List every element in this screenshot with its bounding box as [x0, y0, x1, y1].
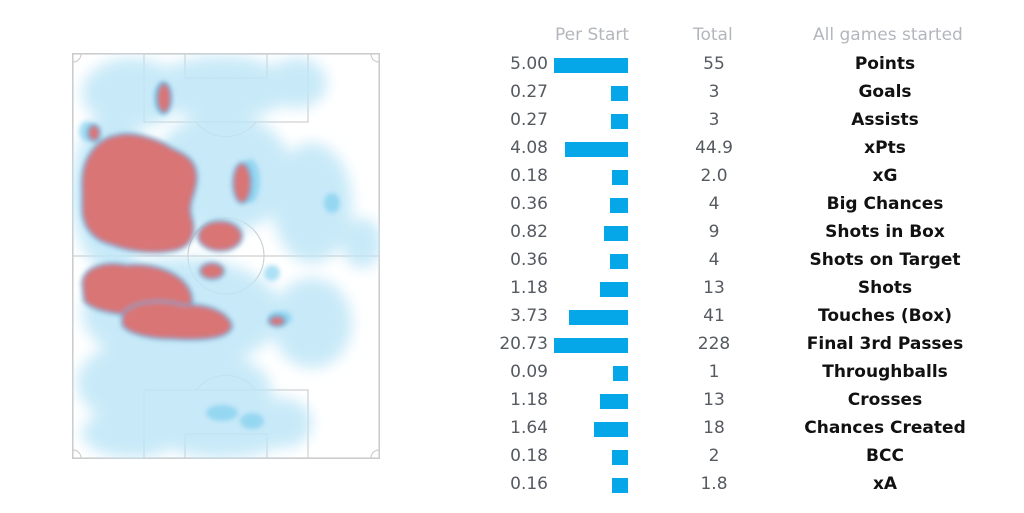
- per-start-bar: [600, 394, 628, 409]
- stat-row: 0.27 3 Goals: [0, 81, 1024, 109]
- touch-heatmap: [72, 53, 380, 459]
- stat-label: Throughballs: [822, 362, 948, 382]
- stat-label: Chances Created: [804, 418, 966, 438]
- per-start-bar: [600, 282, 628, 297]
- stat-label: xA: [872, 474, 898, 494]
- stat-row: 1.64 18 Chances Created: [0, 417, 1024, 445]
- per-start-value: 0.27: [510, 110, 548, 130]
- per-start-bar: [612, 170, 628, 185]
- stat-label: Crosses: [847, 390, 923, 410]
- per-start-value: 0.36: [510, 250, 548, 270]
- stat-label: Touches (Box): [817, 306, 952, 326]
- stat-row: 0.82 9 Shots in Box: [0, 221, 1024, 249]
- per-start-value: 0.16: [510, 474, 548, 494]
- stat-label: xG: [872, 166, 898, 186]
- stat-row: 4.08 44.9 xPts: [0, 137, 1024, 165]
- total-value: 1.8: [700, 474, 728, 494]
- total-value: 4: [708, 194, 720, 214]
- total-value: 41: [703, 306, 725, 326]
- per-start-bar: [610, 254, 628, 269]
- per-start-value: 1.64: [510, 418, 548, 438]
- stat-label: Shots on Target: [809, 250, 961, 270]
- per-start-value: 0.36: [510, 194, 548, 214]
- stat-label: Big Chances: [826, 194, 944, 214]
- total-value: 4: [708, 250, 720, 270]
- stat-row: 1.18 13 Shots: [0, 277, 1024, 305]
- per-start-value: 3.73: [510, 306, 548, 326]
- stat-label: Shots in Box: [825, 222, 945, 242]
- total-header: Total: [693, 25, 733, 45]
- stat-row: 5.00 55 Points: [0, 53, 1024, 81]
- per-start-bar: [612, 450, 628, 465]
- total-value: 13: [703, 390, 725, 410]
- total-value: 55: [703, 54, 725, 74]
- heat-hot-zones: [80, 82, 286, 341]
- per-start-value: 1.18: [510, 390, 548, 410]
- per-start-bar: [611, 114, 628, 129]
- stat-label: BCC: [866, 446, 904, 466]
- per-start-value: 20.73: [499, 334, 548, 354]
- total-value: 9: [708, 222, 720, 242]
- per-start-value: 4.08: [510, 138, 548, 158]
- total-value: 18: [703, 418, 725, 438]
- total-value: 44.9: [695, 138, 733, 158]
- per-start-value: 0.18: [510, 166, 548, 186]
- total-value: 228: [697, 334, 731, 354]
- stat-row: 0.36 4 Big Chances: [0, 193, 1024, 221]
- stat-row: 0.18 2.0 xG: [0, 165, 1024, 193]
- per-start-header: Per Start: [555, 25, 630, 45]
- per-start-value: 0.27: [510, 82, 548, 102]
- stat-row: 0.27 3 Assists: [0, 109, 1024, 137]
- stat-label: Final 3rd Passes: [806, 334, 964, 354]
- per-start-bar: [610, 198, 628, 213]
- stat-row: 0.16 1.8 xA: [0, 473, 1024, 501]
- stat-row: 0.18 2 BCC: [0, 445, 1024, 473]
- stat-row: 20.73 228 Final 3rd Passes: [0, 333, 1024, 361]
- all-games-header: All games started: [813, 25, 963, 45]
- per-start-bar: [569, 310, 628, 325]
- stat-label: Assists: [851, 110, 919, 130]
- stat-label: Shots: [857, 278, 913, 298]
- per-start-bar: [612, 478, 628, 493]
- stat-label: Points: [854, 54, 916, 74]
- total-value: 2: [708, 446, 720, 466]
- per-start-bar: [604, 226, 628, 241]
- per-start-bar: [554, 338, 628, 353]
- total-value: 3: [708, 110, 720, 130]
- total-value: 2.0: [700, 166, 728, 186]
- stat-label: xPts: [864, 138, 906, 158]
- stat-row: 1.18 13 Crosses: [0, 389, 1024, 417]
- per-start-value: 1.18: [510, 278, 548, 298]
- per-start-bar: [594, 422, 628, 437]
- stat-row: 0.09 1 Throughballs: [0, 361, 1024, 389]
- per-start-bar: [565, 142, 628, 157]
- stat-label: Goals: [858, 82, 912, 102]
- per-start-value: 0.82: [510, 222, 548, 242]
- total-value: 1: [708, 362, 720, 382]
- per-start-bar: [613, 366, 628, 381]
- per-start-bar: [554, 58, 628, 73]
- per-start-value: 0.09: [510, 362, 548, 382]
- total-value: 3: [708, 82, 720, 102]
- per-start-value: 5.00: [510, 54, 548, 74]
- stat-row: 0.36 4 Shots on Target: [0, 249, 1024, 277]
- per-start-bar: [611, 86, 628, 101]
- total-value: 13: [703, 278, 725, 298]
- per-start-value: 0.18: [510, 446, 548, 466]
- stat-row: 3.73 41 Touches (Box): [0, 305, 1024, 333]
